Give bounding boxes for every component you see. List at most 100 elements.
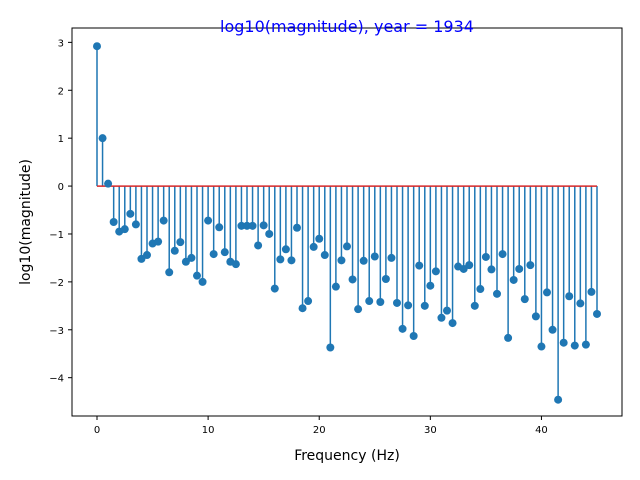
stem-marker — [420, 301, 429, 310]
chart-title: log10(magnitude), year = 1934 — [220, 17, 474, 36]
stem-marker — [143, 251, 151, 260]
stem-marker — [120, 225, 129, 234]
stem-marker — [343, 242, 351, 251]
stem-marker — [337, 256, 346, 265]
stem-marker — [537, 342, 546, 351]
stem-marker — [437, 313, 446, 322]
stem-marker — [276, 255, 285, 264]
x-tick-label: 10 — [202, 425, 215, 436]
y-tick-label: 2 — [58, 86, 64, 97]
y-tick-label: −2 — [49, 278, 64, 289]
y-tick-label: 3 — [58, 38, 64, 49]
x-tick-label: 40 — [535, 425, 548, 436]
stem-marker — [209, 250, 218, 259]
stem-marker — [398, 324, 407, 333]
stem-marker — [220, 248, 229, 257]
stem-marker — [531, 312, 540, 321]
stem-marker — [165, 268, 174, 277]
stem-marker — [131, 220, 140, 229]
stem-marker — [259, 221, 268, 230]
y-tick-label: −3 — [49, 326, 64, 337]
stem-marker — [493, 289, 501, 298]
y-ticks: 3 2 1 0 −1 −2 −3 −4 — [49, 38, 72, 385]
stem-marker — [431, 267, 440, 276]
stem-marker — [509, 275, 518, 284]
stem-marker — [98, 134, 107, 143]
stem-marker — [443, 306, 451, 315]
stem-marker — [154, 237, 163, 246]
stem-marker — [376, 297, 385, 306]
stem-marker — [404, 301, 413, 310]
stem-marker — [526, 261, 535, 270]
x-axis-label: Frequency (Hz) — [294, 448, 400, 464]
stem-marker — [159, 216, 168, 225]
x-tick-label: 0 — [94, 425, 100, 436]
stem-markers — [93, 42, 601, 404]
stem-marker — [170, 246, 179, 255]
stem-marker — [187, 253, 196, 262]
stem-marker — [543, 288, 551, 297]
stem-marker — [243, 221, 251, 230]
stem-marker — [109, 218, 118, 226]
stem-marker — [387, 253, 396, 262]
stem-marker — [237, 221, 246, 230]
stem-marker — [570, 341, 579, 350]
stem-marker — [320, 251, 329, 260]
stem-marker — [298, 304, 307, 313]
stem-marker — [465, 261, 474, 270]
stem-marker — [504, 333, 513, 342]
stem-marker — [515, 264, 524, 273]
plot-frame — [71, 27, 623, 417]
stem-marker — [326, 343, 335, 352]
stem-marker — [231, 260, 240, 269]
stem-marker — [331, 282, 340, 291]
y-tick-label: −4 — [49, 374, 64, 385]
stem-marker — [554, 395, 563, 404]
stem-marker — [365, 297, 374, 306]
stem-marker — [359, 256, 368, 265]
stem-marker — [565, 292, 574, 301]
stem-marker — [487, 265, 496, 274]
stem-marker — [126, 209, 135, 218]
stem-marker — [581, 340, 590, 349]
stem-marker — [381, 275, 390, 284]
stem-marker — [354, 305, 363, 314]
stem-marker — [393, 298, 401, 307]
stem-marker — [593, 309, 601, 318]
stem-marker — [281, 245, 290, 254]
stem-marker — [265, 229, 274, 238]
stem-marker — [426, 281, 435, 290]
stem-marker — [576, 299, 585, 308]
stem-marker — [409, 332, 418, 341]
stem-marker — [254, 241, 263, 250]
stem-marker — [315, 234, 324, 243]
stem-marker — [293, 223, 301, 232]
stem-marker — [559, 338, 568, 347]
stem-marker — [287, 256, 296, 265]
stem-marker — [520, 295, 529, 304]
stem-marker — [415, 261, 424, 270]
stem-marker — [93, 42, 101, 51]
stem-lines — [96, 46, 598, 400]
x-tick-label: 30 — [424, 425, 437, 436]
stem-marker — [215, 223, 224, 232]
x-ticks: 0 10 20 30 40 — [94, 416, 548, 436]
stem-marker — [176, 238, 185, 247]
stem-marker — [370, 252, 379, 261]
stem-marker — [470, 301, 479, 310]
y-axis-label: log10(magnitude) — [18, 159, 34, 285]
stem-marker — [104, 179, 113, 188]
y-tick-label: 0 — [58, 182, 64, 193]
stem-marker — [481, 252, 490, 261]
stem-marker — [309, 242, 318, 251]
y-tick-label: −1 — [49, 230, 64, 241]
stem-marker — [248, 221, 257, 230]
stem-marker — [204, 216, 213, 225]
stem-marker — [548, 325, 557, 334]
stem-marker — [304, 297, 313, 306]
stem-marker — [348, 275, 357, 284]
stem-marker — [498, 250, 507, 259]
x-tick-label: 20 — [313, 425, 326, 436]
stem-marker — [270, 284, 279, 293]
